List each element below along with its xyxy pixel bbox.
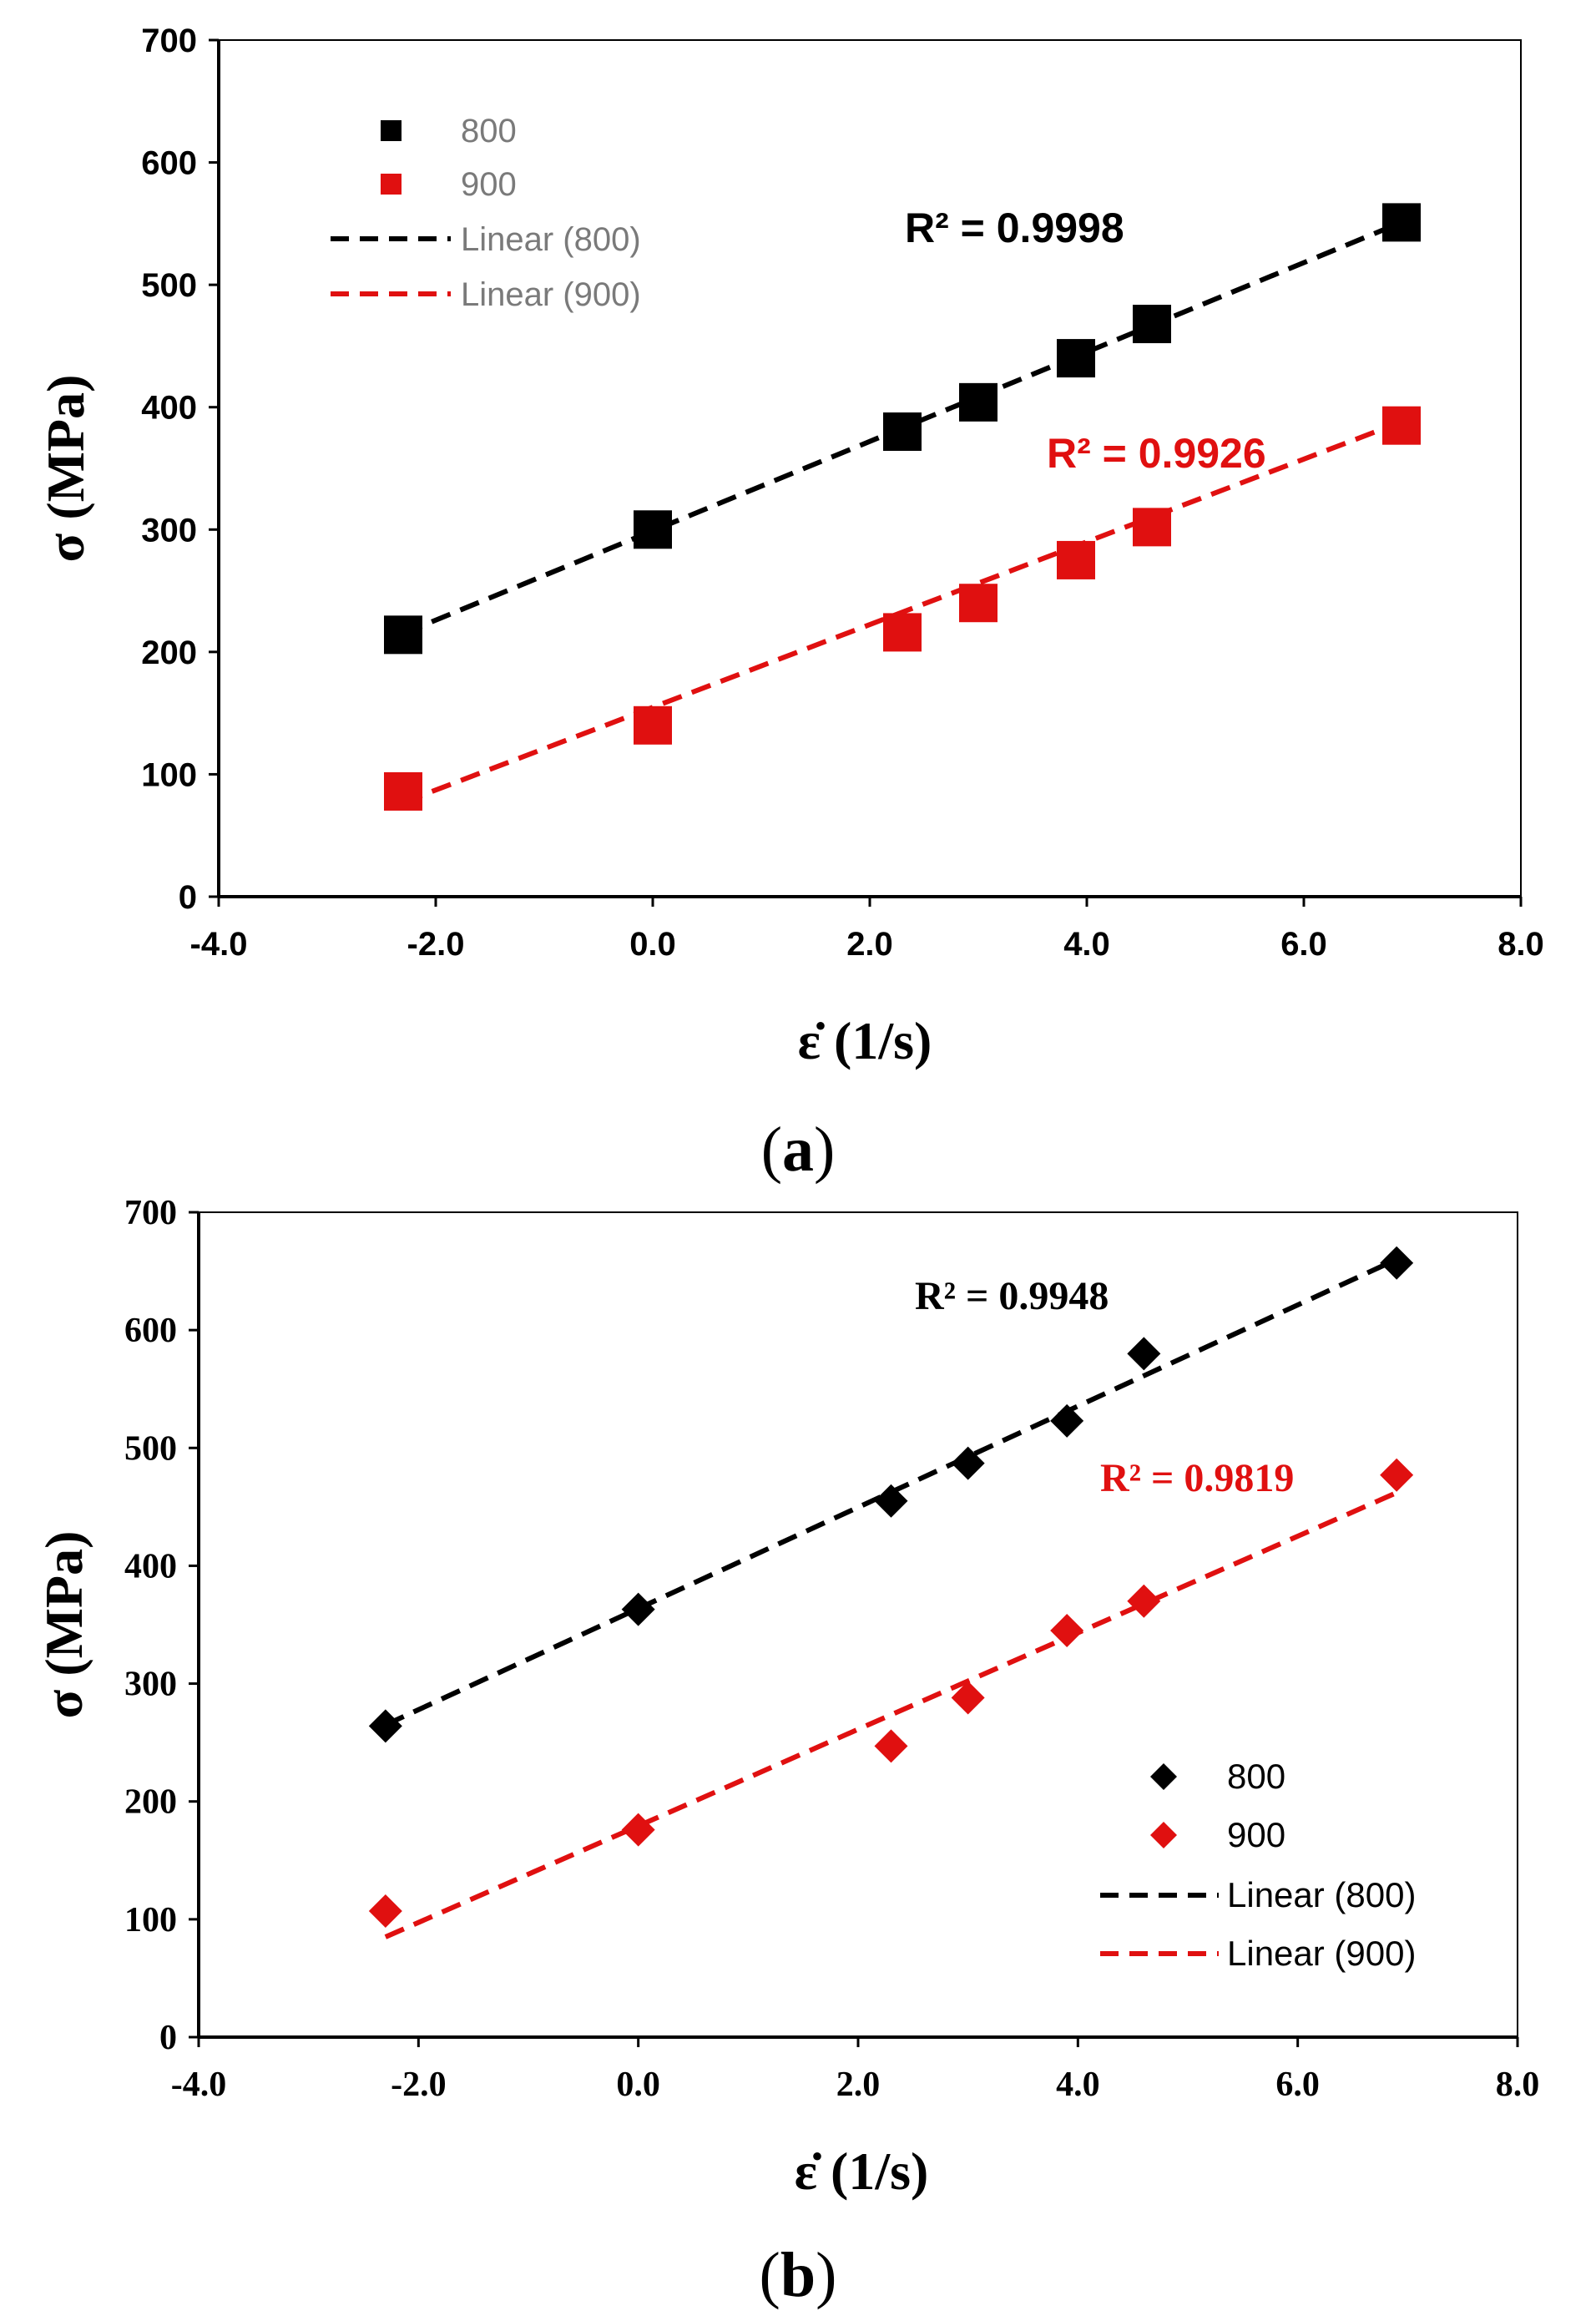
r2-annotation-800: R² = 0.9998 [905, 205, 1124, 251]
data-point-800 [951, 1446, 985, 1480]
x-tick-label: -2.0 [391, 2066, 447, 2104]
data-point-800 [1050, 1403, 1084, 1438]
panel-label-a-open: ( [761, 1115, 782, 1185]
x-tick-label: -4.0 [190, 926, 248, 963]
legend: 800 900 Linear (800) Linear (900) [331, 113, 641, 313]
data-point-900 [951, 1681, 985, 1715]
data-point-900 [1050, 1614, 1084, 1648]
data-point-900 [634, 705, 672, 745]
data-point-900 [883, 613, 922, 652]
data-point-900 [1382, 406, 1421, 445]
x-tick-label: 6.0 [1275, 2066, 1320, 2104]
y-tick-label: 700 [141, 23, 197, 59]
y-tick-label: 100 [141, 756, 197, 793]
data-point-900 [1380, 1458, 1414, 1492]
panel-label-a-close: ) [814, 1115, 835, 1185]
data-point-800 [1382, 203, 1421, 242]
legend-label-linear-800: Linear (800) [1227, 1875, 1416, 1914]
x-tick-label: -2.0 [407, 926, 465, 963]
legend-label-900: 900 [461, 166, 517, 203]
x-tick-label: 8.0 [1498, 926, 1544, 963]
data-point-800 [1127, 1337, 1161, 1371]
trendline-900 [402, 419, 1403, 805]
panel-label-b: (b) [760, 2240, 837, 2310]
panel-label-b-open: ( [760, 2240, 780, 2310]
panel-label-b-close: ) [816, 2240, 836, 2310]
data-point-800 [959, 382, 998, 422]
trendline-900 [384, 1490, 1398, 1939]
legend-label-linear-800: Linear (800) [461, 221, 641, 258]
data-point-900 [1133, 508, 1171, 547]
legend-label-800: 800 [461, 113, 517, 149]
data-point-800 [874, 1484, 908, 1518]
x-tick-label: -4.0 [171, 2066, 227, 2104]
legend-marker-800 [1150, 1763, 1177, 1790]
data-point-800 [1057, 339, 1095, 378]
panel-label-b-letter: b [780, 2240, 816, 2310]
legend-label-900: 900 [1227, 1815, 1285, 1854]
x-axis-title: ε̇ (1/s) [798, 1011, 932, 1070]
y-tick-label: 400 [124, 1547, 177, 1585]
legend: 800 900 Linear (800) Linear (900) [1100, 1757, 1416, 1973]
x-tick-label: 0.0 [629, 926, 676, 963]
r2-annotation-900: R² = 0.9819 [1100, 1456, 1294, 1500]
chart-panel-a: 0 100 200 300 400 500 600 700 -4.0 -2.0 0.0 2.0 4.0 6… [36, 23, 1544, 1185]
r2-annotation-800: R² = 0.9948 [915, 1274, 1109, 1318]
data-point-800 [384, 615, 422, 655]
x-tick-label: 6.0 [1280, 926, 1327, 963]
x-tick-label: 0.0 [616, 2066, 660, 2104]
panel-label-a-letter: a [782, 1115, 814, 1185]
chart-panel-b: 0 100 200 300 400 500 600 700 -4.0 -2.0 0.0 2.0 4.0 6… [34, 1194, 1539, 2310]
legend-marker-800 [381, 120, 402, 141]
x-tick-label: 8.0 [1496, 2066, 1540, 2104]
y-tick-label: 600 [124, 1312, 177, 1350]
y-axis-title: σ (MPa) [36, 375, 95, 563]
x-tick-label: 2.0 [846, 926, 893, 963]
data-point-900 [874, 1729, 908, 1763]
legend-marker-900 [1150, 1822, 1177, 1848]
x-tick-label: 4.0 [1063, 926, 1110, 963]
r2-annotation-900: R² = 0.9926 [1047, 430, 1266, 477]
data-point-900 [384, 771, 422, 811]
y-tick-label: 200 [124, 1783, 177, 1822]
y-tick-label: 300 [124, 1666, 177, 1704]
y-tick-label: 0 [179, 879, 197, 916]
data-point-800 [1133, 305, 1171, 344]
data-point-900 [368, 1894, 402, 1928]
y-tick-label: 100 [124, 1901, 177, 1939]
y-tick-label: 600 [141, 145, 197, 182]
x-tick-label: 2.0 [836, 2066, 881, 2104]
data-point-900 [1057, 540, 1095, 579]
y-tick-label: 0 [159, 2019, 177, 2057]
legend-label-linear-900: Linear (900) [461, 276, 641, 313]
y-tick-label: 700 [124, 1194, 177, 1232]
data-point-900 [1127, 1584, 1161, 1618]
data-point-900 [959, 584, 998, 623]
y-tick-label: 200 [141, 635, 197, 671]
legend-label-800: 800 [1227, 1757, 1285, 1796]
legend-label-linear-900: Linear (900) [1227, 1934, 1416, 1973]
data-point-800 [883, 412, 922, 452]
data-point-800 [1380, 1246, 1414, 1280]
x-axis-title: ε̇ (1/s) [795, 2141, 929, 2201]
y-tick-label: 300 [141, 512, 197, 549]
data-point-800 [621, 1592, 655, 1626]
data-point-800 [634, 510, 672, 549]
y-tick-label: 500 [124, 1429, 177, 1468]
y-axis-title: σ (MPa) [34, 1531, 93, 1719]
data-point-800 [368, 1709, 402, 1743]
y-tick-label: 400 [141, 390, 197, 427]
plot-frame [218, 39, 1522, 898]
x-tick-label: 4.0 [1056, 2066, 1100, 2104]
y-tick-label: 500 [141, 267, 197, 304]
legend-marker-900 [381, 174, 402, 195]
data-point-900 [621, 1813, 655, 1847]
panel-label-a: (a) [761, 1115, 836, 1185]
